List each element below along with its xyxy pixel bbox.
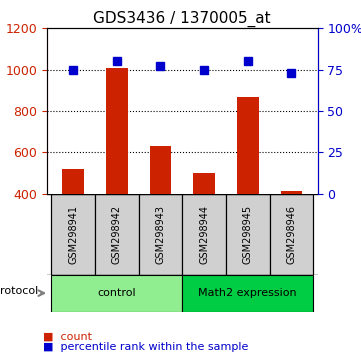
- Bar: [193, 173, 215, 194]
- FancyBboxPatch shape: [51, 194, 95, 275]
- Text: ■  count: ■ count: [43, 332, 92, 342]
- Bar: [62, 169, 84, 194]
- FancyBboxPatch shape: [139, 194, 182, 275]
- Text: Math2 expression: Math2 expression: [199, 288, 297, 298]
- FancyBboxPatch shape: [226, 194, 270, 275]
- Bar: [237, 97, 259, 194]
- Text: GSM298946: GSM298946: [287, 205, 296, 264]
- Text: GSM298945: GSM298945: [243, 205, 253, 264]
- Text: protocol: protocol: [0, 286, 38, 296]
- FancyBboxPatch shape: [51, 275, 182, 312]
- FancyBboxPatch shape: [182, 275, 313, 312]
- Bar: [280, 191, 303, 194]
- Text: GSM298943: GSM298943: [156, 205, 165, 264]
- FancyBboxPatch shape: [270, 194, 313, 275]
- Text: control: control: [97, 288, 136, 298]
- FancyBboxPatch shape: [95, 194, 139, 275]
- Bar: [106, 68, 128, 194]
- Text: GSM298944: GSM298944: [199, 205, 209, 264]
- Text: ■  percentile rank within the sample: ■ percentile rank within the sample: [43, 342, 249, 353]
- FancyBboxPatch shape: [182, 194, 226, 275]
- Bar: [149, 146, 171, 194]
- Text: GSM298941: GSM298941: [68, 205, 78, 264]
- Text: GSM298942: GSM298942: [112, 205, 122, 264]
- Title: GDS3436 / 1370005_at: GDS3436 / 1370005_at: [93, 11, 271, 27]
